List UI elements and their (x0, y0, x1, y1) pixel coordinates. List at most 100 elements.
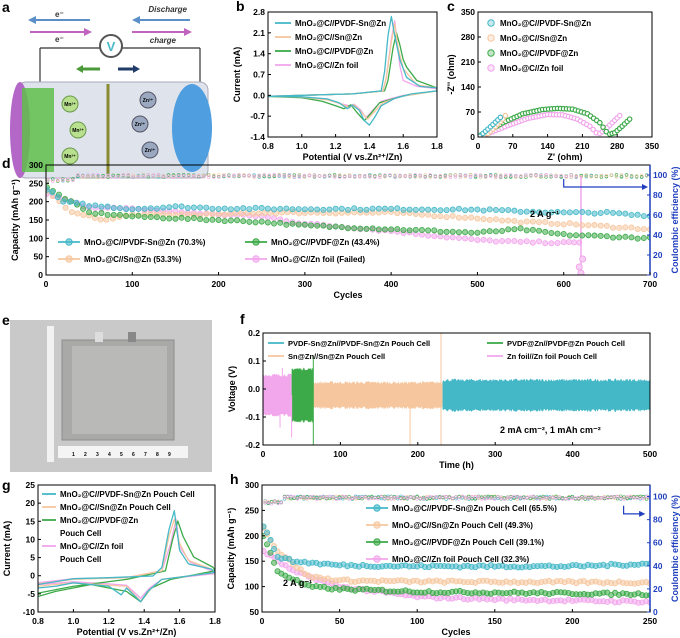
legend-item: MnO₂@C//Zn foil (487, 64, 563, 73)
ce-point (266, 500, 271, 505)
x-tick-label: 140 (541, 141, 555, 151)
ce-point (207, 173, 211, 178)
capacity-point (505, 217, 512, 224)
ce-point (318, 496, 322, 500)
ce-point (505, 495, 510, 500)
capacity-point (492, 238, 499, 245)
ce-point (557, 496, 562, 501)
capacity-point (573, 209, 580, 216)
x-axis-label: Potential (V vs.Zn²⁺/Zn) (77, 627, 177, 637)
legend-marker (373, 555, 381, 563)
ce-point (389, 495, 393, 499)
ce-point (327, 174, 332, 178)
ce-point (549, 175, 553, 179)
ce-point (273, 499, 277, 503)
capacity-point (209, 216, 216, 223)
ce-point (399, 497, 403, 501)
capacity-point (86, 209, 93, 216)
y-tick-label: 100 (29, 233, 43, 243)
ce-point (502, 496, 507, 500)
ce-point (197, 174, 201, 178)
ce-point (337, 175, 342, 179)
ce-point (604, 174, 609, 179)
panel-letter-h: h (230, 471, 239, 487)
legend-marker (373, 538, 381, 546)
ce-point (609, 495, 613, 499)
ce-point (307, 173, 312, 178)
ce-point (96, 175, 100, 179)
ce-point (341, 497, 345, 501)
ce-point (480, 497, 484, 501)
capacity-point (320, 206, 327, 213)
capacity-point (622, 210, 629, 217)
capacity-point (301, 221, 308, 228)
capacity-point (74, 210, 81, 217)
ce-point (428, 175, 432, 179)
ce-point (453, 175, 458, 179)
ce-point (405, 495, 410, 499)
ce-point (529, 173, 533, 177)
ce-point (111, 175, 115, 179)
capacity-point (86, 203, 93, 210)
capacity-point (480, 228, 487, 235)
y-tick-label: 0 (38, 270, 43, 280)
ce-point (547, 497, 552, 501)
right-axis-arrow (563, 179, 644, 188)
capacity-point (262, 523, 267, 530)
y2-tick-label: 40 (653, 561, 663, 571)
ce-point (457, 497, 461, 501)
y-tick-label: 200 (245, 531, 259, 541)
ce-point (531, 494, 536, 499)
capacity-point (474, 206, 481, 213)
capacity-point (314, 222, 321, 229)
capacity-point (431, 213, 438, 220)
capacity-point (449, 206, 456, 213)
ce-point (473, 173, 478, 177)
ce-point (468, 174, 473, 179)
capacity-point (449, 212, 456, 219)
capacity-point (283, 221, 290, 228)
y-tick-label: -5 (27, 589, 35, 599)
y-tick-label: -0.7 (250, 111, 265, 121)
ce-point (574, 175, 578, 179)
capacity-point (277, 219, 284, 226)
mn-ion-label: Mn²⁺ (72, 128, 84, 134)
y-axis-label: Capacity (mAh g⁻¹) (226, 508, 236, 590)
cell-tab (95, 332, 103, 342)
legend-label: Pouch Cell (60, 555, 101, 564)
legend-item: MnO₂@C//Sn@Zn (275, 33, 362, 42)
capacity-point (240, 205, 247, 212)
legend-marker (373, 504, 381, 512)
ce-point (560, 497, 565, 501)
ce-point (311, 496, 316, 501)
legend-item: MnO₂@C//Zn foil Pouch Cell (42, 542, 123, 564)
ruler-number: 2 (84, 452, 87, 458)
capacity-point (554, 230, 561, 237)
legend-label: MnO₂@C//Zn foil Pouch Cell (32.3%) (392, 555, 529, 564)
cv-curve (38, 510, 215, 603)
ce-point (232, 173, 236, 177)
ce-point (496, 496, 500, 501)
capacity-point (92, 210, 99, 217)
ce-point (242, 173, 246, 177)
capacity-point (301, 206, 308, 213)
ce-point (328, 494, 332, 499)
ce-point (373, 496, 377, 500)
capacity-point (418, 206, 425, 213)
capacity-point (293, 576, 300, 583)
ce-point (358, 175, 362, 179)
ce-point (292, 173, 297, 177)
eis-point (497, 114, 504, 121)
ce-point (641, 496, 646, 501)
x-tick-label: 1.0 (296, 141, 308, 151)
ce-point (322, 174, 327, 178)
capacity-point (172, 203, 179, 210)
y-tick-label: 50 (250, 607, 260, 617)
capacity-point (406, 206, 413, 213)
ce-point (408, 173, 412, 177)
capacity-point (255, 210, 262, 217)
capacity-point (499, 227, 506, 234)
arrowhead-icon (132, 16, 140, 24)
capacity-point (505, 226, 512, 233)
capacity-point (548, 229, 555, 236)
